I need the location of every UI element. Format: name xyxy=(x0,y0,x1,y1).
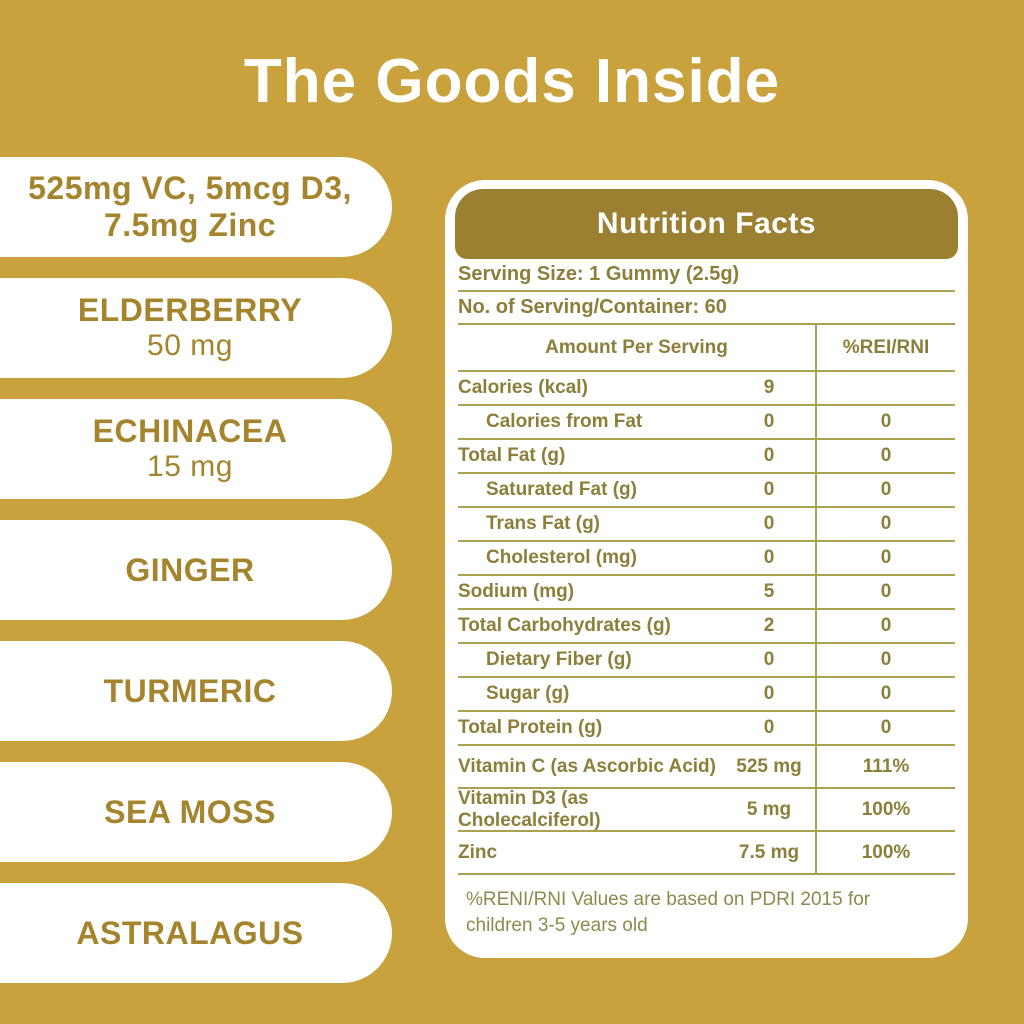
nutrient-amount: 2 xyxy=(763,615,775,636)
ingredient-name: GINGER xyxy=(125,551,255,588)
nutrition-facts-body: Serving Size: 1 Gummy (2.5g) No. of Serv… xyxy=(455,259,958,938)
nutrient-label: Zinc xyxy=(458,841,498,863)
nutrient-rni-value: 0 xyxy=(815,474,955,506)
nutrition-row: Sugar (g) 0 0 xyxy=(458,678,955,712)
nutrient-rni-value: 0 xyxy=(815,406,955,438)
ingredient-pill-list: 525mg VC, 5mcg D3, 7.5mg Zinc ELDERBERRY 50… xyxy=(0,157,392,983)
nutrition-row: Total Carbohydrates (g) 2 0 xyxy=(458,610,955,644)
nutrient-rni-value: 0 xyxy=(815,542,955,574)
nutrition-row: Zinc 7.5 mg 100% xyxy=(458,832,955,875)
nutrient-amount: 0 xyxy=(763,717,775,738)
ingredient-name: 7.5mg Zinc xyxy=(103,207,277,243)
nutrient-rni-value: 0 xyxy=(815,610,955,642)
ingredient-pill: ECHINACEA 15 mg xyxy=(0,399,392,499)
ingredient-pill: 525mg VC, 5mcg D3, 7.5mg Zinc xyxy=(0,157,392,257)
nutrition-row: Cholesterol (mg) 0 0 xyxy=(458,542,955,576)
nutrient-rni-value: 0 xyxy=(815,678,955,710)
nutrient-rni-value: 0 xyxy=(815,644,955,676)
nutrition-row: Total Fat (g) 0 0 xyxy=(458,440,955,474)
nutrition-row: Calories from Fat 0 0 xyxy=(458,406,955,440)
nutrition-row: Sodium (mg) 5 0 xyxy=(458,576,955,610)
servings-per-container-text: No. of Serving/Container: 60 xyxy=(458,296,727,318)
nutrient-label: Trans Fat (g) xyxy=(486,513,601,534)
nutrition-row: Vitamin C (as Ascorbic Acid) 525 mg 111% xyxy=(458,746,955,789)
nutrient-label: Vitamin C (as Ascorbic Acid) xyxy=(458,755,716,777)
page-title: The Goods Inside xyxy=(243,47,781,116)
nutrient-rni-value: 0 xyxy=(815,440,955,472)
nutrient-amount: 0 xyxy=(763,513,775,534)
nutrient-amount: 0 xyxy=(763,479,775,500)
ingredient-amount: 50 mg xyxy=(147,329,233,363)
ingredient-name: ASTRALAGUS xyxy=(76,914,304,951)
nutrient-label: Total Fat (g) xyxy=(458,445,566,466)
ingredient-name: SEA MOSS xyxy=(104,793,276,830)
nutrient-amount: 0 xyxy=(763,411,775,432)
nutrient-label: Total Carbohydrates (g) xyxy=(458,615,671,636)
nutrient-amount: 0 xyxy=(763,649,775,670)
nutrient-label: Vitamin D3 (as Cholecalciferol) xyxy=(458,787,601,831)
serving-size-text: Serving Size: 1 Gummy (2.5g) xyxy=(458,263,740,285)
nutrient-label: Calories from Fat xyxy=(486,411,643,432)
nutrient-amount: 9 xyxy=(763,377,775,398)
nutrition-row: Trans Fat (g) 0 0 xyxy=(458,508,955,542)
nutrient-label: Total Protein (g) xyxy=(458,717,603,738)
nutrient-rni-value: 0 xyxy=(815,576,955,608)
nutrient-label: Sugar (g) xyxy=(486,683,570,704)
nutrient-label: Cholesterol (mg) xyxy=(486,547,637,568)
nutrition-facts-header: Nutrition Facts xyxy=(455,189,958,259)
nutrient-rni-value: 0 xyxy=(815,712,955,744)
nutrient-label: Calories (kcal) xyxy=(458,377,588,398)
nutrient-amount: 525 mg xyxy=(736,755,802,777)
serving-size-row: Serving Size: 1 Gummy (2.5g) xyxy=(458,259,955,292)
ingredient-name: ELDERBERRY xyxy=(77,292,303,329)
nutrient-amount: 0 xyxy=(763,683,775,704)
nutrition-row: Saturated Fat (g) 0 0 xyxy=(458,474,955,508)
nutrient-label: Dietary Fiber (g) xyxy=(486,649,632,670)
nutrient-amount: 5 xyxy=(763,581,775,602)
nutrition-row: Dietary Fiber (g) 0 0 xyxy=(458,644,955,678)
ingredient-name: 525mg VC, 5mcg D3, xyxy=(28,170,352,207)
nutrition-facts-title: Nutrition Facts xyxy=(596,207,817,240)
ingredient-pill: ELDERBERRY 50 mg xyxy=(0,278,392,378)
ingredient-name: ECHINACEA xyxy=(92,413,288,450)
nutrient-rni-value xyxy=(815,372,955,404)
ingredient-amount: 15 mg xyxy=(147,450,233,484)
column-header-rni: %REI/RNI xyxy=(815,325,955,370)
nutrition-facts-card: Nutrition Facts Serving Size: 1 Gummy (2… xyxy=(445,180,968,958)
nutrient-amount: 7.5 mg xyxy=(738,841,800,863)
ingredient-pill: ASTRALAGUS xyxy=(0,883,392,983)
ingredient-name: TURMERIC xyxy=(103,672,277,709)
ingredient-pill: SEA MOSS xyxy=(0,762,392,862)
nutrient-rni-value: 100% xyxy=(815,789,955,830)
column-header-amount: Amount Per Serving xyxy=(545,336,728,358)
ingredient-pill: GINGER xyxy=(0,520,392,620)
nutrient-rni-value: 0 xyxy=(815,508,955,540)
nutrition-table-rows: Calories (kcal) 9 Calories from Fat 0 0 Total… xyxy=(458,372,955,875)
ingredient-pill: TURMERIC xyxy=(0,641,392,741)
footnote-text: %RENI/RNI Values are based on PDRI 2015 … xyxy=(466,889,871,936)
servings-per-container-row: No. of Serving/Container: 60 xyxy=(458,292,955,325)
nutrition-row: Vitamin D3 (as Cholecalciferol) 5 mg 100% xyxy=(458,787,955,832)
nutrient-rni-value: 100% xyxy=(815,832,955,873)
nutrition-row: Total Protein (g) 0 0 xyxy=(458,712,955,746)
nutrient-amount: 5 mg xyxy=(746,798,792,820)
table-column-header-row: Amount Per Serving %REI/RNI xyxy=(458,325,955,372)
nutrient-amount: 0 xyxy=(763,547,775,568)
nutrient-label: Saturated Fat (g) xyxy=(486,479,637,500)
nutrient-amount: 0 xyxy=(763,445,775,466)
nutrition-row: Calories (kcal) 9 xyxy=(458,372,955,406)
nutrient-label: Sodium (mg) xyxy=(458,581,575,602)
nutrient-rni-value: 111% xyxy=(815,746,955,787)
